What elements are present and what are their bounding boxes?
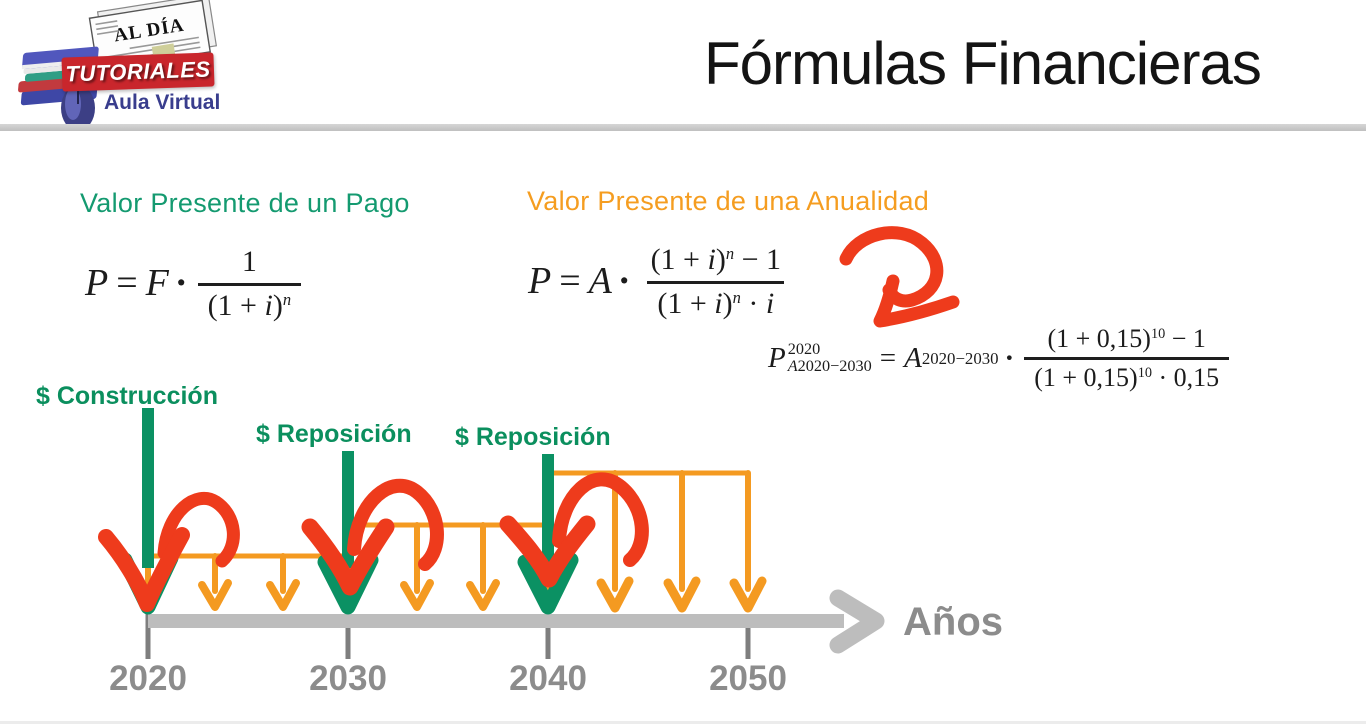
f3-fraction: (1 + 0,15)10 − 1 (1 + 0,15)10 · 0,15 xyxy=(1024,324,1230,393)
pointer-arrow-head xyxy=(873,274,960,328)
construction-arrow-2020 xyxy=(117,408,179,615)
label-reposicion-2040: $ Reposición xyxy=(455,423,611,451)
timeline-axis xyxy=(148,589,885,654)
f3-denominator: (1 + 0,15)10 · 0,15 xyxy=(1024,356,1230,393)
annuity-arrow-7 xyxy=(729,470,767,613)
reposition-arrow-2030 xyxy=(317,451,379,615)
year-2040: 2040 xyxy=(509,659,587,698)
f2-coef: A xyxy=(588,260,612,303)
f3-coef-sub: 2020−2030 xyxy=(921,348,999,368)
formula-applied: P 2020 A2020−2030 = A 2020−2030 · (1 + 0… xyxy=(768,324,1233,393)
axis-arrowhead-icon xyxy=(829,589,885,654)
annuity-arrow-2030-hidden xyxy=(331,522,365,611)
axis-bar xyxy=(148,614,844,628)
annuity-arrow-3 xyxy=(400,522,434,611)
f1-fraction: 1 (1 + i)n xyxy=(197,245,302,324)
f2-lhs: P xyxy=(528,260,552,303)
f2-numerator: (1 + i)n − 1 xyxy=(650,243,781,276)
pointer-arrow-spiral xyxy=(839,226,944,308)
f1-coef: F xyxy=(145,262,169,305)
logo-banner: TUTORIALES xyxy=(61,52,215,92)
year-2050: 2050 xyxy=(709,659,787,698)
axis-label: Años xyxy=(903,600,1003,644)
discount-swoosh-2020 xyxy=(98,491,240,612)
heading-annuity: Valor Presente de una Anualidad xyxy=(527,186,930,216)
bottom-separator xyxy=(0,721,1366,724)
tick-2030 xyxy=(345,614,351,659)
annuity-arrow-2040-hidden xyxy=(529,470,567,613)
f2-dot: · xyxy=(617,260,631,303)
annuity-arrow-4 xyxy=(466,522,500,611)
f2-denominator: (1 + i)n · i xyxy=(647,280,785,322)
annuity-arrow-2 xyxy=(266,553,300,611)
label-reposicion-2030: $ Reposición xyxy=(256,420,412,448)
annuity-arrow-2020-hidden xyxy=(131,553,165,611)
f1-equals: = xyxy=(116,262,138,305)
tick-2020 xyxy=(145,614,151,659)
logo-tagline: Aula Virtual xyxy=(104,91,221,114)
year-2030: 2030 xyxy=(309,659,387,698)
label-construccion: $ Construcción xyxy=(36,382,218,410)
f3-lhs-sub: A2020−2030 xyxy=(787,357,872,376)
formula-single-payment: P = F · 1 (1 + i)n xyxy=(85,245,305,323)
f3-coef: A xyxy=(904,341,922,374)
annuity-arrow-6 xyxy=(663,470,701,613)
f1-dot: · xyxy=(174,262,188,305)
discount-swoosh-2030 xyxy=(301,478,444,596)
formula-pointer-arrow xyxy=(839,226,960,328)
f3-equals: = xyxy=(879,341,897,374)
discount-swoosh-2040 xyxy=(499,472,649,588)
header-separator xyxy=(0,124,1366,131)
f3-lhs: P xyxy=(768,341,786,374)
reposition-arrow-2040 xyxy=(517,454,579,615)
logo-brand-text: TUTORIALES xyxy=(65,56,211,87)
annuity-arrows xyxy=(131,470,767,613)
discount-swooshes xyxy=(98,472,649,612)
f3-dot: · xyxy=(1004,341,1015,374)
f3-numerator: (1 + 0,15)10 − 1 xyxy=(1047,324,1206,353)
formula-annuity: P = A · (1 + i)n − 1 (1 + i)n · i xyxy=(528,243,795,321)
f1-numerator: 1 xyxy=(241,245,257,278)
logo: TUTORIALES Aula Virtual xyxy=(4,2,244,130)
annuity-arrow-5 xyxy=(596,470,634,613)
f2-fraction: (1 + i)n − 1 (1 + i)n · i xyxy=(641,243,791,321)
f3-lhs-sup: 2020 xyxy=(787,339,821,358)
tick-2050 xyxy=(745,614,751,659)
f3-lhs-scripts: 2020 A2020−2030 xyxy=(787,339,872,377)
annuity-arrow-1 xyxy=(198,553,232,611)
tick-2040 xyxy=(545,614,551,659)
heading-single-payment: Valor Presente de un Pago xyxy=(80,188,410,218)
f2-equals: = xyxy=(559,260,581,303)
page-title: Fórmulas Financieras xyxy=(704,30,1262,97)
f1-denominator: (1 + i)n xyxy=(197,282,302,324)
f1-lhs: P xyxy=(85,262,109,305)
timeline-ticks xyxy=(145,614,751,659)
annuity-brackets xyxy=(148,470,748,559)
year-2020: 2020 xyxy=(109,659,187,698)
